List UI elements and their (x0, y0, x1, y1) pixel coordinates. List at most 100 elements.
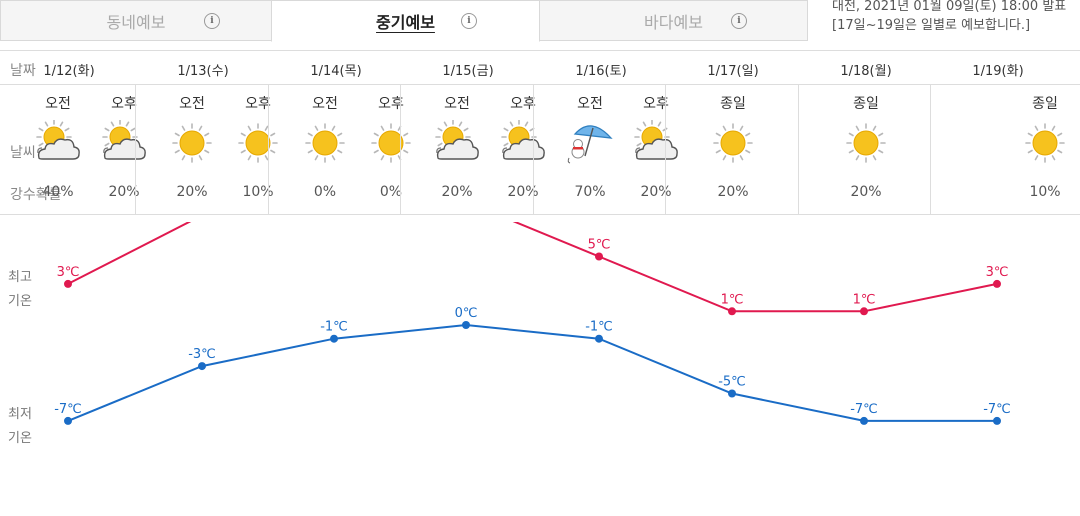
low-temp-point (860, 416, 868, 425)
issue-note: [17일~19일은 일별로 예보합니다.] (832, 18, 1031, 33)
period-label: 오전 (179, 96, 205, 112)
precip-value: 40% (42, 184, 74, 200)
period-label: 오전 (444, 96, 470, 112)
low-temp-point (728, 389, 736, 398)
column-divider (268, 84, 269, 214)
partly-cloudy-icon (101, 119, 147, 166)
tab-label: 바다예보 (644, 12, 703, 32)
low-temp-point (198, 362, 206, 371)
sunny-icon (368, 120, 414, 166)
period-label: 오후 (510, 96, 536, 112)
precip-value: 0% (313, 184, 337, 200)
umbrella-snow-icon (567, 120, 613, 166)
column-divider (533, 84, 534, 214)
low-temp-label-line1: 최저 (8, 407, 32, 422)
precip-value: 10% (242, 184, 274, 200)
partly-cloudy-icon (500, 119, 546, 166)
high-temp-point (860, 307, 868, 316)
issue-time: 대전, 2021년 01월 09일(토) 18:00 발표 (832, 0, 1067, 14)
precip-value: 70% (574, 184, 606, 200)
period-label: 종일 (853, 96, 879, 112)
low-temp-label: -7℃ (54, 402, 82, 417)
precip-value: 20% (176, 184, 208, 200)
high-temp-point (728, 307, 736, 316)
low-temp-label: -1℃ (585, 320, 613, 335)
precip-row-label: 강수확률 (10, 187, 62, 203)
date-cell: 1/14(목) (310, 64, 362, 79)
date-cell: 1/17(일) (707, 64, 759, 79)
low-temp-label: -7℃ (983, 402, 1011, 417)
sunny-icon (1022, 120, 1068, 166)
low-temp-label: 최저 기온 (8, 403, 32, 451)
high-temp-point (993, 279, 1001, 288)
high-temp-label: 9℃ (455, 222, 478, 226)
date-row-label: 날짜 (10, 63, 36, 79)
high-temp-point (64, 279, 72, 288)
tab-mid-term-forecast[interactable]: 중기예보 i (271, 0, 540, 42)
precip-value: 20% (640, 184, 672, 200)
high-temp-label: 3℃ (986, 265, 1009, 280)
period-label: 오전 (312, 96, 338, 112)
sunny-icon (235, 120, 281, 166)
precip-value: 20% (507, 184, 539, 200)
high-temp-point (595, 252, 603, 261)
info-icon[interactable]: i (731, 13, 747, 29)
low-temp-label: -7℃ (850, 402, 878, 417)
low-temp-label-line2: 기온 (8, 431, 32, 446)
column-divider (798, 84, 799, 214)
date-row: 날짜 1/12(화) 1/13(수) 1/14(목) 1/15(금) 1/16(토) 1/… (0, 50, 1080, 85)
precip-value: 10% (1029, 184, 1061, 200)
low-temp-point (462, 321, 470, 329)
weather-grid: 날씨 강수확률 오전 40% 오후 20% 오전 20% 오후 (0, 84, 1080, 215)
sunny-icon (710, 120, 756, 166)
period-label: 오후 (245, 96, 271, 112)
low-temp-label: 0℃ (455, 306, 478, 321)
temperature-chart: 3℃8℃9℃9℃5℃1℃1℃3℃-7℃-3℃-1℃0℃-1℃-5℃-7℃-7℃ (54, 222, 1011, 425)
partly-cloudy-icon (35, 119, 81, 166)
sunny-icon (169, 120, 215, 166)
precip-value: 20% (717, 184, 749, 200)
column-divider (400, 84, 401, 214)
period-label: 오후 (378, 96, 404, 112)
high-temp-label: 5℃ (588, 238, 611, 253)
low-temp-label: -3℃ (188, 347, 216, 362)
tab-local-forecast[interactable]: 동네예보 i (0, 0, 272, 41)
precip-value: 20% (441, 184, 473, 200)
partly-cloudy-icon (633, 119, 679, 166)
high-temp-label-line2: 기온 (8, 294, 32, 309)
low-temp-line (67, 323, 997, 422)
high-temp-label-line1: 최고 (8, 270, 32, 285)
partly-cloudy-icon (434, 119, 480, 166)
column-divider (135, 84, 136, 214)
date-cell: 1/13(수) (177, 64, 229, 79)
tab-label: 동네예보 (106, 12, 166, 32)
info-icon[interactable]: i (204, 13, 220, 29)
low-temp-label: -1℃ (320, 320, 348, 335)
high-temp-label: 최고 기온 (8, 266, 32, 314)
date-cell: 1/19(화) (972, 64, 1024, 79)
high-temp-label: 3℃ (57, 265, 80, 280)
high-temp-label: 1℃ (721, 292, 744, 307)
date-cell: 1/12(화) (43, 64, 95, 79)
date-cell: 1/15(금) (442, 64, 494, 79)
sunny-icon (302, 120, 348, 166)
high-temp-label: 9℃ (323, 222, 346, 226)
period-label: 오후 (111, 96, 137, 112)
column-divider (930, 84, 931, 214)
precip-value: 20% (850, 184, 882, 200)
info-icon[interactable]: i (461, 13, 477, 29)
period-label: 종일 (720, 96, 746, 112)
precip-value: 0% (379, 184, 403, 200)
precip-value: 20% (108, 184, 140, 200)
tab-marine-forecast[interactable]: 바다예보 i (539, 0, 808, 41)
date-cell: 1/16(토) (575, 64, 627, 79)
weather-row-label: 날씨 (10, 145, 36, 161)
period-label: 오전 (577, 96, 603, 112)
high-temp-line (67, 222, 998, 313)
issue-info: 대전, 2021년 01월 09일(토) 18:00 발표 [17일~19일은 … (832, 0, 1066, 35)
tab-label: 중기예보 (376, 13, 435, 32)
period-label: 오전 (45, 96, 71, 112)
period-label: 종일 (1032, 96, 1058, 112)
low-temp-point (993, 416, 1001, 425)
low-temp-point (330, 334, 338, 343)
